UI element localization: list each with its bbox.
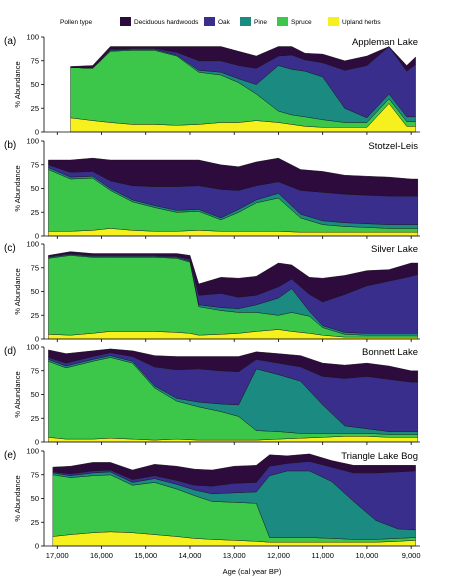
legend-swatch [328,17,339,26]
legend-label: Pine [254,19,267,26]
legend-item-pine: Pine [240,17,267,26]
site-name: Appleman Lake [352,37,418,48]
site-name: Triangle Lake Bog [341,451,418,462]
y-tick-label: 25 [31,311,39,320]
y-tick-label: 100 [26,240,39,249]
y-tick-label: 0 [35,128,39,137]
legend-swatch [240,17,251,26]
y-axis-title: % Abundance [13,475,22,521]
y-tick-label: 50 [31,494,39,503]
x-tick-label: 14,000 [178,551,201,560]
y-axis-title: % Abundance [13,268,22,314]
x-tick-label: 9,000 [402,551,421,560]
panel-triangle-lake-bog: 0 25 50 75 100 % Abundance (e) Triangle Lake Bo… [4,447,420,551]
stacked-areas [48,157,418,237]
x-tick-label: 16,000 [90,551,113,560]
y-tick-label: 25 [31,414,39,423]
y-tick-label: 100 [26,33,39,42]
stacked-areas [52,453,416,547]
y-tick-label: 75 [31,263,39,272]
legend-swatch [120,17,131,26]
y-tick-label: 100 [26,137,39,146]
y-tick-label: 25 [31,208,39,217]
legend-label: Deciduous hardwoods [134,19,199,26]
legend-label: Spruce [291,19,312,26]
site-name: Stotzel-Leis [368,141,418,152]
y-tick-label: 0 [35,335,39,344]
panel-silver-lake: 0 25 50 75 100 % Abundance (c) Silver Lake [4,240,420,344]
legend-swatch [204,17,215,26]
area-deciduous-hardwoods [48,157,418,197]
y-tick-label: 75 [31,366,39,375]
legend-title: Pollen type [60,19,93,26]
x-axis: 17,000 16,000 15,000 14,000 13,000 12,000 11,0… [46,551,421,560]
area-deciduous-hardwoods [70,46,416,72]
legend-item-oak: Oak [204,17,231,26]
panel-letter: (b) [4,140,16,151]
x-axis-title: Age (cal year BP) [223,567,282,576]
area-deciduous-hardwoods [48,348,418,383]
y-tick-label: 25 [31,104,39,113]
panel-letter: (d) [4,346,16,357]
area-deciduous-hardwoods [52,453,416,487]
y-tick-label: 0 [35,542,39,551]
legend-label: Oak [218,19,231,26]
legend-item-deciduous-hardwoods: Deciduous hardwoods [120,17,199,26]
y-tick-label: 100 [26,447,39,456]
y-axis-title: % Abundance [13,165,22,211]
legend: Pollen type Deciduous hardwoods Oak Pine Sp… [60,17,381,26]
y-tick-label: 25 [31,518,39,527]
x-tick-label: 12,000 [267,551,290,560]
y-tick-label: 75 [31,470,39,479]
x-tick-label: 15,000 [134,551,157,560]
legend-item-upland-herbs: Upland herbs [328,17,381,26]
stacked-areas [70,46,416,133]
x-tick-label: 11,000 [311,551,333,560]
y-tick-label: 100 [26,343,39,352]
y-tick-label: 75 [31,160,39,169]
y-axis-title: % Abundance [13,61,22,107]
site-name: Bonnett Lake [362,347,418,358]
y-tick-label: 50 [31,287,39,296]
y-tick-label: 50 [31,184,39,193]
panel-letter: (a) [4,36,16,47]
y-tick-label: 75 [31,56,39,65]
panel-letter: (c) [4,243,16,254]
stacked-areas [48,348,418,443]
site-name: Silver Lake [371,244,418,255]
y-tick-label: 50 [31,80,39,89]
legend-item-spruce: Spruce [277,17,312,26]
y-tick-label: 50 [31,390,39,399]
panel-letter: (e) [4,450,16,461]
y-tick-label: 0 [35,232,39,241]
y-tick-label: 0 [35,438,39,447]
panel-bonnett-lake: 0 25 50 75 100 % Abundance (d) Bonnett Lake [4,343,420,447]
panel-stotzel-leis: 0 25 50 75 100 % Abundance (b) Stotzel-Leis [4,137,420,241]
stacked-areas [48,251,418,340]
area-deciduous-hardwoods [48,251,418,303]
legend-label: Upland herbs [342,19,381,26]
x-tick-label: 17,000 [46,551,69,560]
y-axis-title: % Abundance [13,371,22,417]
x-tick-label: 10,000 [355,551,378,560]
x-tick-label: 13,000 [223,551,246,560]
panel-appleman-lake: 0 25 50 75 100 % Abundance (a) Appleman Lake [4,33,420,137]
legend-swatch [277,17,288,26]
